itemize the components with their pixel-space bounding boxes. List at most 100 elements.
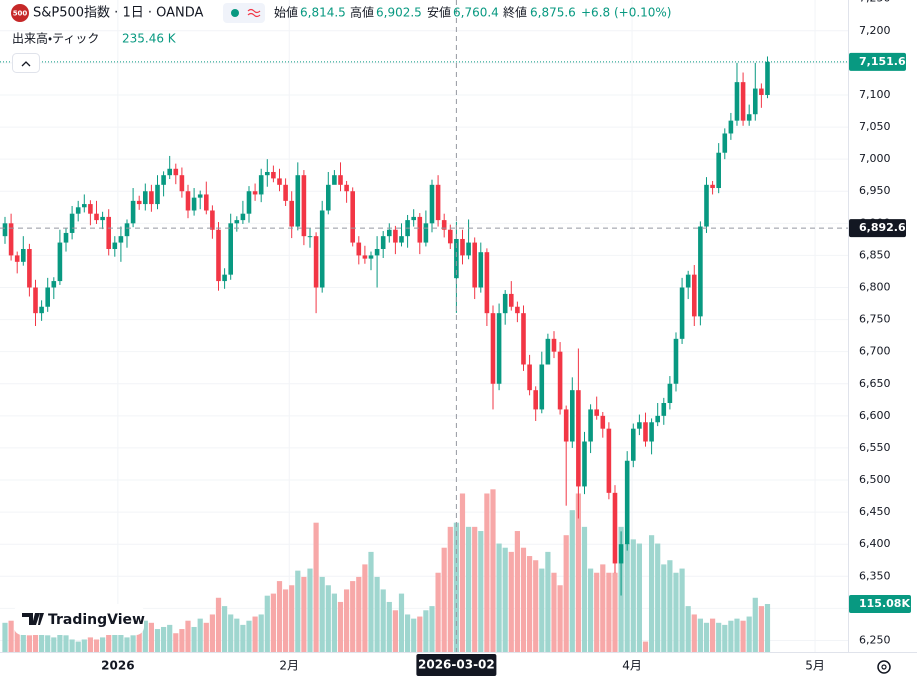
volume-bar bbox=[661, 564, 667, 652]
status-toggle[interactable] bbox=[223, 3, 265, 23]
x-tick-label: 4月 bbox=[622, 659, 642, 673]
volume-bar bbox=[246, 620, 252, 652]
candle-body bbox=[228, 223, 233, 275]
volume-pane bbox=[2, 489, 771, 652]
y-tick-label: 6,650 bbox=[859, 377, 891, 390]
volume-bar bbox=[148, 622, 154, 652]
candle-body bbox=[167, 168, 172, 176]
candle-body bbox=[502, 293, 508, 314]
volume-bar bbox=[276, 581, 283, 652]
candle-body bbox=[576, 390, 581, 487]
volume-bar bbox=[472, 526, 478, 652]
candle-body bbox=[136, 200, 142, 205]
candle-body bbox=[258, 175, 264, 195]
candle-body bbox=[698, 226, 703, 317]
collapse-button[interactable] bbox=[12, 53, 40, 73]
volume-bar bbox=[301, 576, 307, 652]
volume-bar bbox=[758, 606, 764, 652]
candle-body bbox=[600, 415, 606, 429]
candle-body bbox=[362, 255, 368, 259]
volume-bar bbox=[697, 618, 703, 652]
candle-body bbox=[289, 200, 294, 227]
candle-body bbox=[344, 184, 349, 192]
candle-body bbox=[124, 223, 130, 237]
candle-body bbox=[655, 415, 660, 423]
volume-bar bbox=[69, 639, 75, 652]
volume-bar bbox=[441, 547, 447, 652]
candle-body bbox=[374, 248, 380, 256]
candle-body bbox=[264, 171, 270, 176]
candle-body bbox=[252, 191, 258, 195]
volume-bar bbox=[39, 631, 45, 652]
volume-value: 235.46 K bbox=[122, 32, 177, 46]
volume-bar bbox=[258, 614, 264, 652]
volume-bar bbox=[667, 560, 673, 652]
volume-bar bbox=[264, 595, 270, 652]
crosshair-time-label: 2026-03-02 bbox=[418, 658, 495, 672]
volume-bar bbox=[740, 620, 746, 652]
volume-bar bbox=[337, 601, 344, 652]
candle-body bbox=[271, 171, 276, 179]
status-wave bbox=[247, 8, 261, 18]
candle-body bbox=[606, 428, 612, 493]
volume-bar bbox=[392, 610, 398, 652]
axes: 6,2506,3006,3506,4006,4506,5006,5506,600… bbox=[101, 0, 911, 676]
candle-body bbox=[740, 82, 746, 121]
volume-bar bbox=[539, 568, 545, 652]
candle-body bbox=[466, 242, 471, 256]
candle-body bbox=[149, 191, 154, 205]
volume-bar bbox=[124, 637, 130, 652]
volume-bar bbox=[612, 572, 618, 652]
open-value: 6,814.5 bbox=[300, 6, 346, 20]
y-tick-label: 6,450 bbox=[859, 505, 891, 518]
volume-bar bbox=[624, 543, 630, 652]
y-tick-label: 7,100 bbox=[859, 88, 891, 101]
volume-bar bbox=[636, 543, 642, 652]
volume-bar bbox=[563, 535, 569, 652]
candle-body bbox=[161, 175, 166, 185]
candle-body bbox=[454, 238, 459, 279]
candle-body bbox=[624, 460, 630, 545]
candle-body bbox=[630, 428, 636, 461]
settings-button[interactable] bbox=[877, 660, 891, 674]
volume-bar bbox=[728, 620, 734, 652]
collapse-icon bbox=[21, 61, 31, 67]
candle-body bbox=[637, 422, 642, 429]
last-volume-box bbox=[849, 594, 911, 613]
y-tick-label: 6,400 bbox=[859, 537, 891, 550]
symbol-badge bbox=[11, 4, 29, 22]
y-tick-label: 6,600 bbox=[859, 409, 891, 422]
candle-body bbox=[338, 175, 343, 185]
candle-body bbox=[27, 248, 32, 288]
last-price-box bbox=[849, 52, 906, 71]
volume-bar bbox=[26, 635, 33, 652]
volume-bar bbox=[551, 572, 557, 652]
candle-body bbox=[759, 88, 764, 95]
candle-body bbox=[118, 236, 124, 243]
volume-bar bbox=[160, 626, 167, 652]
candle-body bbox=[142, 191, 148, 205]
volume-bar bbox=[380, 589, 386, 652]
volume-bar bbox=[587, 568, 594, 652]
volume-bar bbox=[234, 618, 240, 652]
volume-bar bbox=[197, 618, 203, 652]
volume-bar bbox=[325, 585, 331, 652]
candle-body bbox=[612, 492, 618, 564]
volume-bar bbox=[679, 568, 685, 652]
candle-body bbox=[447, 229, 453, 244]
candle-body bbox=[301, 175, 307, 237]
volume-bar bbox=[447, 526, 453, 652]
candle-body bbox=[710, 184, 715, 189]
candle-body bbox=[691, 274, 697, 317]
candle-body bbox=[734, 82, 740, 121]
candle-body bbox=[75, 207, 81, 214]
volume-bar bbox=[343, 589, 350, 652]
volume-bar bbox=[142, 620, 148, 652]
candle-body bbox=[173, 168, 179, 176]
candle-body bbox=[460, 238, 465, 256]
candle-body bbox=[478, 252, 484, 288]
candle-body bbox=[661, 403, 667, 416]
volume-bar bbox=[557, 585, 563, 652]
candle-body bbox=[557, 351, 563, 410]
candle-body bbox=[203, 194, 209, 211]
